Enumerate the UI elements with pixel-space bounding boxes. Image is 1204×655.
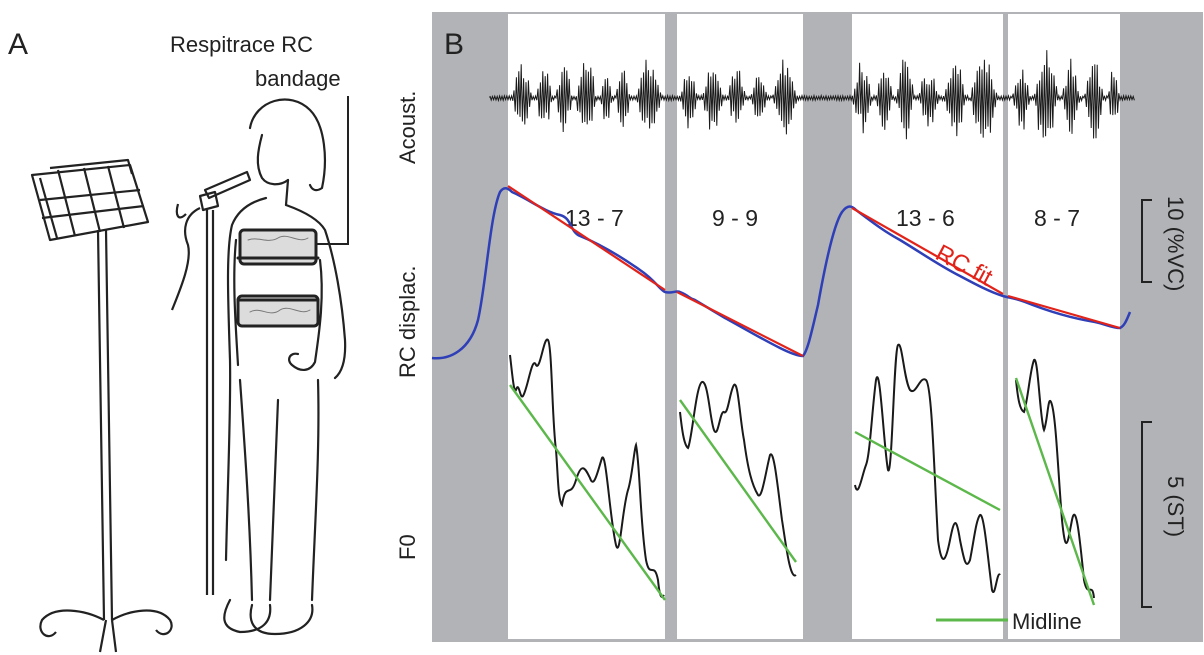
- segment-2-label: 9 - 9: [712, 205, 758, 231]
- segment-1-label: 13 - 7: [565, 205, 624, 231]
- rc-fit-segment-4: [1007, 294, 1121, 330]
- f0-trace-segment-3: [854, 343, 1001, 594]
- rc-row-label: RC displac.: [395, 266, 420, 378]
- rc-fit-segment-1: [507, 185, 666, 291]
- midline-segment-2: [679, 399, 797, 563]
- midline-segment-3: [854, 430, 1001, 512]
- rc-fit-segment-2: [676, 291, 804, 357]
- acoustic-waveform: [489, 50, 1135, 140]
- segment-3-label: 13 - 6: [896, 205, 955, 231]
- f0-scale-bar: [1141, 421, 1152, 608]
- f0-trace-segment-1: [509, 338, 665, 598]
- panel-a: A Respitrace RC bandage: [8, 28, 349, 653]
- microphone-icon: [170, 170, 252, 595]
- annotation-line1: Respitrace RC: [170, 32, 313, 57]
- midline-segment-1: [509, 384, 666, 601]
- annotation-line2: bandage: [255, 66, 341, 91]
- rc-fit-segment-3: [851, 207, 1004, 295]
- segment-1-band: [508, 14, 665, 639]
- segment-4-label: 8 - 7: [1034, 205, 1080, 231]
- acoustic-row-label: Acoust.: [395, 91, 420, 164]
- singer-figure-icon: [223, 98, 347, 636]
- f0-row-label: F0: [395, 534, 420, 560]
- midline-segment-4: [1014, 377, 1096, 606]
- panel-a-label: A: [8, 28, 28, 61]
- f0-trace-segment-4: [1015, 358, 1095, 599]
- f0-scale-label: 5 (ST): [1163, 476, 1188, 537]
- music-stand-icon: [30, 158, 173, 653]
- rc-scale-bar: [1141, 199, 1152, 283]
- midline-legend-label: Midline: [1012, 609, 1082, 634]
- panel-b-label: B: [444, 28, 464, 61]
- panel-b: B Acoust. RC displac. F0 13 - 7 9 - 9 13…: [395, 12, 1203, 642]
- f0-trace-segment-2: [679, 380, 797, 577]
- rc-scale-label: 10 (%VC): [1163, 196, 1188, 291]
